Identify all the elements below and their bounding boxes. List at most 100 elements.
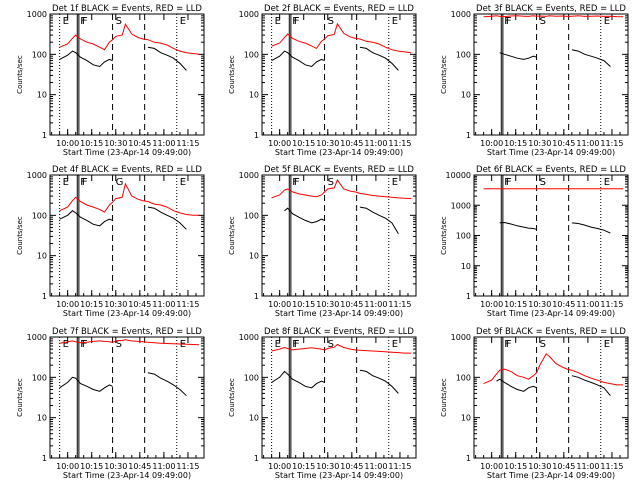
panel-det-7: Det 7f BLACK = Events, RED = LLD 1 10 100 10… xyxy=(16,327,205,480)
marker-label: E xyxy=(392,177,398,188)
x-axis-label: Start Time (23-Apr-14 09:49:00) xyxy=(275,471,403,480)
marker-label: F xyxy=(82,339,88,350)
x-tick-label: 10:15 xyxy=(504,462,527,471)
plot-frame xyxy=(261,174,417,297)
y-axis-label: Counts/sec xyxy=(228,216,236,255)
x-tick-label: 10:30 xyxy=(316,139,339,148)
x-axis-label: Start Time (23-Apr-14 09:49:00) xyxy=(275,148,403,157)
x-axis-label: Start Time (23-Apr-14 09:49:00) xyxy=(63,309,191,318)
x-tick-label: 10:45 xyxy=(128,462,151,471)
x-axis-label: Start Time (23-Apr-14 09:49:00) xyxy=(487,309,615,318)
x-tick-label: 11:15 xyxy=(176,139,199,148)
y-tick-label: 10 xyxy=(461,414,471,423)
y-axis-label: Counts/sec xyxy=(440,55,448,94)
marker-label: S xyxy=(328,16,334,27)
marker-label: E xyxy=(180,177,186,188)
marker-label: F xyxy=(506,177,512,188)
panel-det-2: Det 2f BLACK = Events, RED = LLD 1 10 100 10… xyxy=(228,4,417,157)
panel-det-5: Det 5f BLACK = Events, RED = LLD 1 10 100 10… xyxy=(228,165,417,318)
y-tick-label: 100 xyxy=(244,211,259,220)
x-tick-label: 10:30 xyxy=(104,462,127,471)
x-tick-label: 10:30 xyxy=(528,462,551,471)
events-series-line xyxy=(499,221,611,234)
x-axis-label: Start Time (23-Apr-14 09:49:00) xyxy=(487,148,615,157)
marker-label: F xyxy=(82,16,88,27)
x-tick-label: 10:00 xyxy=(268,139,291,148)
events-series-line xyxy=(59,372,187,397)
panel-title: Det 1f BLACK = Events, RED = LLD xyxy=(52,4,202,14)
marker-label: E xyxy=(63,339,69,350)
x-tick-label: 11:15 xyxy=(600,462,623,471)
y-axis-label: Counts/sec xyxy=(440,378,448,417)
x-tick-label: 10:45 xyxy=(552,462,575,471)
marker-label: F xyxy=(294,177,300,188)
y-tick-label: 10 xyxy=(461,262,471,271)
y-tick-label: 100 xyxy=(456,373,471,382)
y-tick-label: 1 xyxy=(42,131,47,140)
panel-title: Det 3f BLACK = Events, RED = LLD xyxy=(476,4,626,14)
y-tick-label: 1 xyxy=(254,131,259,140)
x-tick-label: 11:15 xyxy=(600,300,623,309)
x-tick-label: 11:15 xyxy=(600,139,623,148)
marker-label: E xyxy=(63,177,69,188)
x-tick-label: 11:15 xyxy=(388,300,411,309)
y-axis-label: Counts/sec xyxy=(440,216,448,255)
y-tick-label: 1 xyxy=(466,292,471,301)
x-tick-label: 10:45 xyxy=(340,139,363,148)
y-tick-label: 100 xyxy=(456,50,471,59)
x-tick-label: 11:00 xyxy=(364,300,387,309)
y-tick-label: 1 xyxy=(42,454,47,463)
plot-frame xyxy=(261,13,417,136)
x-tick-label: 10:15 xyxy=(80,300,103,309)
y-tick-label: 1 xyxy=(42,292,47,301)
y-tick-label: 1 xyxy=(254,292,259,301)
panel-title: Det 7f BLACK = Events, RED = LLD xyxy=(52,327,202,337)
marker-label: F xyxy=(292,16,298,27)
x-tick-label: 11:00 xyxy=(364,139,387,148)
y-tick-label: 1000 xyxy=(239,10,259,19)
panel-title: Det 2f BLACK = Events, RED = LLD xyxy=(264,4,414,14)
marker-label: F xyxy=(80,339,86,350)
x-tick-label: 10:45 xyxy=(340,300,363,309)
marker-label: E xyxy=(275,16,281,27)
events-series-line xyxy=(499,49,611,67)
panel-det-3: Det 3f BLACK = Events, RED = LLD 1 10 100 10… xyxy=(440,4,629,157)
y-tick-label: 10 xyxy=(249,252,259,261)
marker-label: S xyxy=(328,177,334,188)
events-series-line xyxy=(284,206,399,234)
marker-label: F xyxy=(292,339,298,350)
events-series-line xyxy=(271,46,399,71)
plot-frame xyxy=(49,174,205,297)
x-tick-label: 10:00 xyxy=(268,462,291,471)
y-tick-label: 1000 xyxy=(27,10,47,19)
events-series-line xyxy=(59,206,187,230)
y-tick-label: 100 xyxy=(32,50,47,59)
plot-frame xyxy=(473,336,629,459)
x-tick-label: 10:15 xyxy=(292,462,315,471)
marker-label: E xyxy=(392,16,398,27)
y-tick-label: 1000 xyxy=(451,201,471,210)
x-tick-label: 10:15 xyxy=(80,462,103,471)
panel-title: Det 9f BLACK = Events, RED = LLD xyxy=(476,327,626,337)
marker-label: F xyxy=(506,339,512,350)
y-axis-label: Counts/sec xyxy=(228,55,236,94)
x-tick-label: 10:00 xyxy=(268,300,291,309)
y-tick-label: 1000 xyxy=(451,10,471,19)
y-tick-label: 1 xyxy=(466,131,471,140)
marker-label: E xyxy=(604,339,610,350)
y-tick-label: 10 xyxy=(37,414,47,423)
y-tick-label: 10 xyxy=(37,91,47,100)
x-tick-label: 10:00 xyxy=(56,139,79,148)
marker-label: F xyxy=(504,177,510,188)
panel-title: Det 5f BLACK = Events, RED = LLD xyxy=(264,165,414,175)
x-tick-label: 10:30 xyxy=(528,300,551,309)
plot-frame xyxy=(473,13,629,136)
x-tick-label: 11:00 xyxy=(576,462,599,471)
marker-label: E xyxy=(604,177,610,188)
x-tick-label: 10:30 xyxy=(528,139,551,148)
marker-label: E xyxy=(63,16,69,27)
x-tick-label: 11:15 xyxy=(176,300,199,309)
marker-label: G xyxy=(116,177,124,188)
marker-label: F xyxy=(506,16,512,27)
panel-det-8: Det 8f BLACK = Events, RED = LLD 1 10 100 10… xyxy=(228,327,417,480)
